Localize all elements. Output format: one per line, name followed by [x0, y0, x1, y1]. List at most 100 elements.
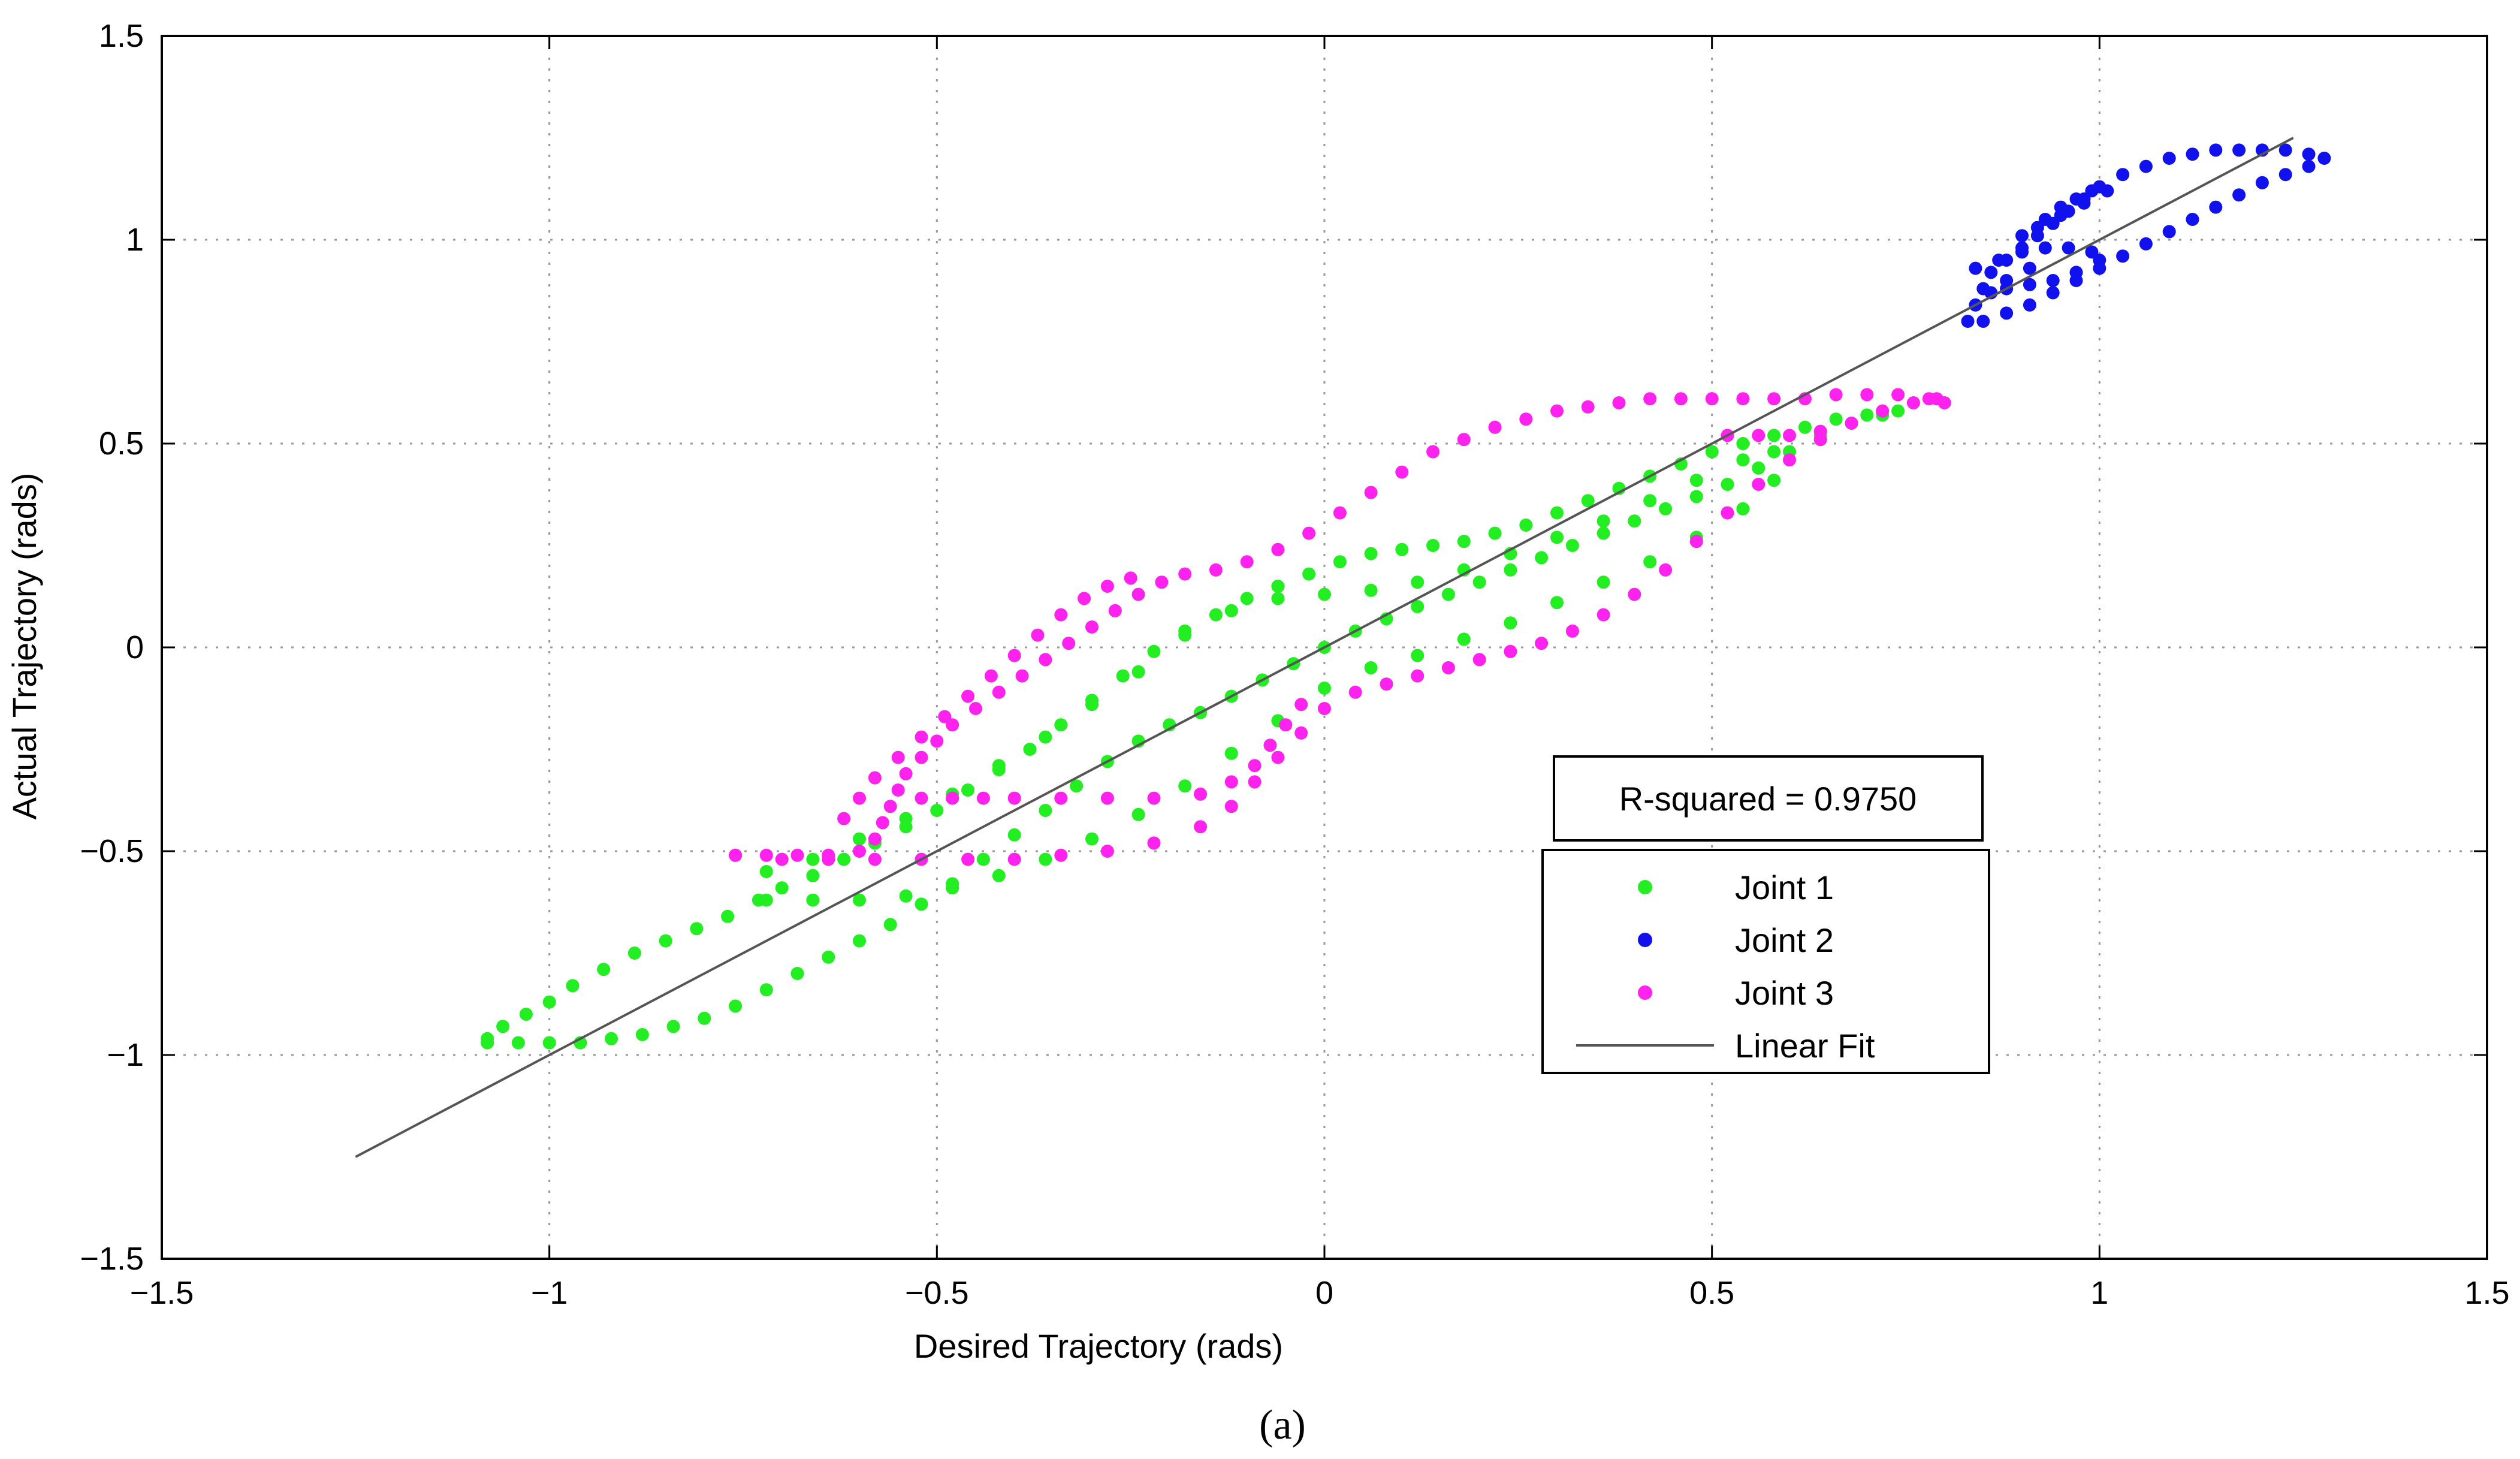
joint-2-point [1969, 261, 1982, 275]
y-axis-label: Actual Trajectory (rads) [5, 473, 43, 820]
joint-3-point [853, 791, 866, 805]
joint-1-point [1054, 718, 1068, 732]
joint-1-point [883, 918, 897, 932]
joint-1-point [1039, 804, 1052, 817]
joint-3-point [891, 783, 905, 797]
joint-3-point [1240, 555, 1254, 569]
joint-1-point [1426, 539, 1440, 552]
joint-1-point [1767, 429, 1781, 442]
joint-1-point [853, 832, 866, 846]
joint-2-point [1961, 315, 1975, 328]
joint-2-point [2069, 266, 2083, 279]
joint-1-point [1271, 580, 1285, 593]
joint-1-point [496, 1020, 510, 1033]
joint-1-point [853, 934, 866, 948]
joint-1-point [1131, 665, 1145, 679]
joint-3-point [1124, 571, 1137, 585]
joint-1-point [721, 909, 735, 923]
joint-2-point [2023, 298, 2036, 312]
joint-2-point [2232, 143, 2246, 157]
joint-3-point [1100, 845, 1114, 858]
joint-1-point [759, 983, 773, 997]
joint-1-point [1829, 412, 1843, 426]
legend-label-joint-3: Joint 3 [1735, 974, 1834, 1012]
joint-1-point [1457, 632, 1471, 646]
joint-3-point [1054, 791, 1068, 805]
joint-3-point [1224, 775, 1238, 789]
joint-1-point [1736, 437, 1750, 450]
joint-1-point [1039, 730, 1052, 744]
joint-2-point [2038, 241, 2052, 255]
joint-3-point [969, 702, 982, 715]
joint-3-point [1736, 392, 1750, 406]
joint-2-point [2302, 159, 2316, 173]
joint-2-point [2062, 241, 2075, 255]
joint-2-point [2255, 176, 2269, 189]
joint-1-point [1224, 746, 1238, 760]
joint-2-point [2000, 306, 2014, 320]
joint-1-point [1441, 587, 1455, 601]
joint-1-point [1504, 616, 1517, 630]
joint-3-point [1845, 417, 1858, 430]
joint-1-point [1364, 547, 1378, 560]
joint-2-point [2162, 225, 2176, 239]
joint-3-point [1891, 388, 1905, 402]
joint-1-point [481, 1036, 494, 1050]
joint-3-point [1752, 478, 1765, 491]
joint-3-point [1705, 392, 1719, 406]
joint-1-point [1767, 445, 1781, 459]
figure-caption: (a) [1259, 1402, 1306, 1448]
joint-3-point [938, 710, 952, 724]
linear-fit-line [355, 137, 2294, 1158]
joint-2-point [2077, 196, 2091, 210]
joint-1-point [1178, 779, 1192, 793]
joint-1-point [1333, 555, 1347, 569]
joint-3-point [1333, 506, 1347, 520]
joint-1-point [1767, 474, 1781, 487]
joint-3-series [729, 388, 1951, 866]
joint-3-point [1783, 453, 1796, 467]
joint-2-point [2278, 168, 2292, 182]
joint-3-point [1906, 396, 1920, 409]
joint-3-point [984, 669, 998, 683]
joint-2-point [2139, 237, 2153, 251]
joint-3-point [1674, 392, 1688, 406]
joint-2-point [1976, 315, 1990, 328]
annotation-box: R-squared = 0.9750 [1553, 755, 1984, 842]
joint-1-point [659, 934, 672, 948]
joint-3-point [915, 750, 928, 764]
joint-3-point [1007, 649, 1021, 662]
joint-3-point [1085, 620, 1098, 634]
y-tick-label: 1 [126, 222, 144, 258]
joint-3-point [976, 791, 990, 805]
joint-1-point [566, 979, 580, 993]
joint-1-point [1364, 661, 1378, 674]
legend-swatch-joint-1 [1638, 880, 1652, 894]
joint-3-point [1659, 563, 1673, 577]
joint-3-point [1318, 702, 1331, 715]
joint-2-point [2023, 261, 2036, 275]
joint-1-point [822, 950, 835, 964]
joint-1-point [1007, 828, 1021, 842]
joint-1-point [806, 869, 820, 882]
joint-2-point [1984, 266, 1998, 279]
joint-1-point [1318, 587, 1331, 601]
joint-1-point [542, 995, 556, 1009]
joint-3-point [822, 852, 835, 866]
joint-1-point [1023, 743, 1037, 756]
joint-1-point [1550, 530, 1564, 544]
joint-1-point [946, 881, 959, 895]
joint-3-point [1348, 685, 1362, 699]
joint-1-point [666, 1020, 680, 1033]
joint-3-point [868, 832, 882, 846]
joint-1-point [915, 897, 928, 911]
joint-3-point [1472, 653, 1486, 667]
joint-1-point [1596, 575, 1610, 589]
joint-1-point [1891, 404, 1905, 418]
joint-3-point [1550, 404, 1564, 418]
joint-3-point [1054, 848, 1068, 862]
joint-1-point [1565, 539, 1579, 552]
x-tick-label: 0.5 [1689, 1275, 1734, 1311]
joint-1-point [1596, 514, 1610, 528]
